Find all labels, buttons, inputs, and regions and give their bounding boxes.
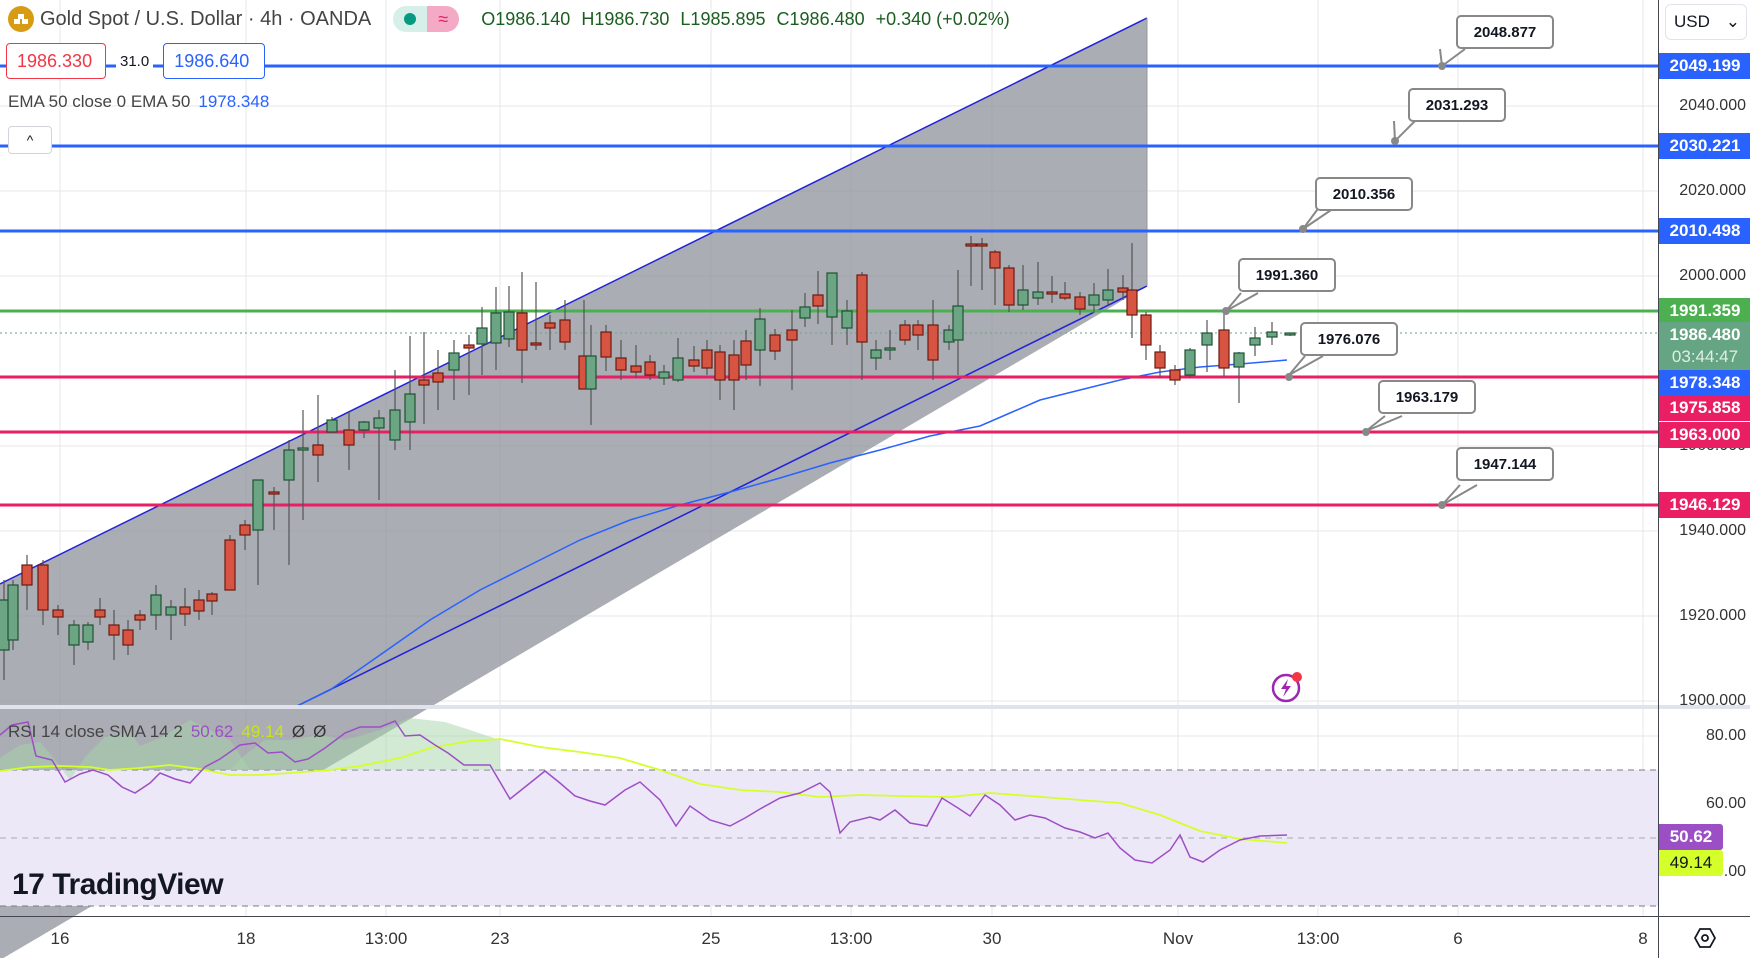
callout-label[interactable]: 1991.360 (1238, 258, 1336, 292)
level-tag-resistance-2: 2030.221 (1659, 133, 1750, 159)
data-delay-icon: ≈ (427, 6, 460, 32)
last-price-value: 1986.480 (1669, 325, 1741, 344)
settings-hexagon-icon (1693, 927, 1716, 948)
price-tick: 1940.000 (1679, 522, 1746, 539)
ema-value: 1978.348 (198, 92, 270, 111)
callout-pointers (1222, 48, 1478, 509)
level-tag-support-2: 1963.000 (1659, 422, 1750, 448)
market-status[interactable]: ≈ (393, 6, 460, 32)
time-tick: 30 (982, 929, 1002, 948)
price-tick: 1900.000 (1679, 692, 1746, 709)
symbol-title[interactable]: Gold Spot / U.S. Dollar · 4h · OANDA (40, 7, 372, 30)
low-value: L1985.895 (680, 8, 766, 29)
rsi-tick: 80.00 (1705, 727, 1746, 744)
bar-countdown: 03:44:47 (1671, 347, 1739, 366)
rsi-tick: 60.00 (1705, 795, 1746, 812)
close-value: C1986.480 (776, 8, 865, 29)
rsi-legend[interactable]: RSI 14 close SMA 14 2 50.62 49.14 Ø Ø (8, 722, 326, 742)
time-tick: 6 (1453, 929, 1463, 948)
level-tag-resistance-3: 2010.498 (1659, 218, 1750, 244)
tradingview-mark-icon: 17 (12, 868, 45, 901)
candlesticks (0, 236, 1296, 680)
ema-label: EMA 50 close 0 EMA 50 (8, 92, 191, 111)
open-value: O1986.140 (481, 8, 571, 29)
tradingview-wordmark: TradingView (52, 868, 224, 901)
callout-label[interactable]: 1976.076 (1300, 322, 1398, 356)
currency-value: USD (1674, 12, 1710, 31)
time-tick: 18 (236, 929, 256, 948)
time-tick: 25 (701, 929, 721, 948)
time-tick: 23 (490, 929, 510, 948)
ema-tag: 1978.348 (1659, 370, 1750, 396)
alert-lightning-icon[interactable] (1270, 670, 1304, 709)
regression-channel[interactable] (0, 18, 1147, 958)
chart-settings-button[interactable] (1658, 916, 1750, 958)
time-tick: 16 (50, 929, 70, 948)
level-tag-support-3: 1946.129 (1659, 492, 1750, 518)
price-tick: 2020.000 (1679, 182, 1746, 199)
buy-button[interactable]: 1986.640 (163, 43, 266, 79)
price-tick: 1920.000 (1679, 607, 1746, 624)
collapse-indicators-button[interactable]: ^ (8, 126, 52, 154)
price-axis[interactable]: USD ⌄ 2040.000 2020.000 2000.000 1960.00… (1658, 0, 1750, 916)
rsi-na-1: Ø (291, 722, 306, 741)
rsi-line (0, 720, 1288, 864)
time-tick: 13:00 (364, 929, 408, 948)
rsi-sma-value: 49.14 (241, 722, 284, 741)
level-tag-resistance-1: 2049.199 (1659, 53, 1750, 79)
callout-label[interactable]: 2048.877 (1456, 15, 1554, 49)
last-price-tag: 1986.480 03:44:47 (1659, 322, 1750, 370)
ema-legend[interactable]: EMA 50 close 0 EMA 50 1978.348 (8, 92, 269, 112)
price-tick: 2000.000 (1679, 267, 1746, 284)
time-tick: 13:00 (1296, 929, 1340, 948)
time-tick: 13:00 (829, 929, 873, 948)
rsi-sma-tag: 49.14 (1659, 850, 1723, 876)
currency-select[interactable]: USD ⌄ (1665, 4, 1747, 40)
rsi-value: 50.62 (190, 722, 234, 741)
level-tag-support-1: 1975.858 (1659, 395, 1750, 421)
market-open-icon (404, 13, 417, 25)
time-tick: 8 (1638, 929, 1648, 948)
callout-label[interactable]: 1947.144 (1456, 447, 1554, 481)
price-tick: 2040.000 (1679, 97, 1746, 114)
time-tick: Nov (1162, 929, 1194, 948)
time-axis[interactable]: 16 18 13:00 23 25 13:00 30 Nov 13:00 6 8 (0, 916, 1658, 958)
buy-sell-panel: 1986.330 31.0 1986.640 (6, 43, 266, 79)
chevron-down-icon: ⌄ (1725, 12, 1740, 31)
tradingview-logo[interactable]: 17 TradingView (12, 868, 224, 902)
rsi-value-tag: 50.62 (1659, 824, 1723, 850)
rsi-na-2: Ø (313, 722, 327, 741)
callout-label[interactable]: 1963.179 (1378, 380, 1476, 414)
rsi-label: RSI 14 close SMA 14 2 (8, 722, 183, 741)
callout-label[interactable]: 2031.293 (1408, 88, 1506, 122)
rsi-sma-line (0, 738, 1288, 844)
symbol-legend[interactable]: Gold Spot / U.S. Dollar · 4h · OANDA ≈ O… (8, 6, 1016, 32)
spread-value: 31.0 (116, 52, 154, 70)
level-tag-pivot: 1991.359 (1659, 298, 1750, 324)
change-value: +0.340 (+0.02%) (875, 8, 1010, 29)
callout-label[interactable]: 2010.356 (1315, 177, 1413, 211)
gold-symbol-icon (8, 6, 34, 32)
sell-button[interactable]: 1986.330 (6, 43, 106, 79)
high-value: H1986.730 (581, 8, 670, 29)
ohlc-values: O1986.140 H1986.730 L1985.895 C1986.480 … (481, 9, 1016, 30)
